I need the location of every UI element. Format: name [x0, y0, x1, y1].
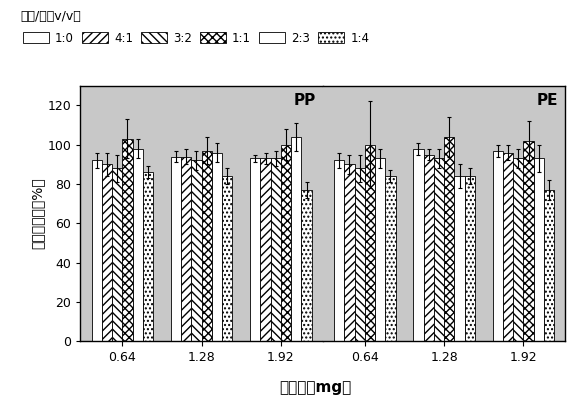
- Bar: [301, 190, 312, 341]
- Bar: [424, 154, 434, 341]
- Bar: [191, 160, 201, 341]
- Bar: [201, 150, 212, 341]
- Bar: [270, 158, 281, 341]
- Bar: [250, 158, 261, 341]
- Bar: [444, 137, 455, 341]
- Bar: [222, 176, 232, 341]
- Legend: 1:0, 4:1, 3:2, 1:1, 2:3, 1:4: 1:0, 4:1, 3:2, 1:1, 2:3, 1:4: [23, 32, 369, 45]
- Bar: [503, 152, 513, 341]
- Bar: [523, 141, 534, 341]
- Text: PE: PE: [537, 93, 558, 109]
- Bar: [212, 152, 222, 341]
- Bar: [434, 158, 444, 341]
- Bar: [261, 158, 271, 341]
- Bar: [465, 176, 475, 341]
- Bar: [534, 158, 544, 341]
- Bar: [92, 160, 102, 341]
- Bar: [171, 156, 181, 341]
- Bar: [122, 139, 133, 341]
- Bar: [281, 145, 291, 341]
- Text: PP: PP: [293, 93, 316, 109]
- Bar: [355, 168, 365, 341]
- Text: 乙醇/水（v/v）: 乙醇/水（v/v）: [20, 10, 81, 23]
- Bar: [492, 150, 503, 341]
- Bar: [385, 176, 395, 341]
- Bar: [544, 190, 554, 341]
- Bar: [112, 168, 122, 341]
- Bar: [455, 176, 464, 341]
- Bar: [143, 172, 153, 341]
- Y-axis label: 加标回收率（%）: 加标回收率（%）: [30, 178, 45, 249]
- Bar: [181, 156, 191, 341]
- Bar: [413, 149, 424, 341]
- Bar: [102, 164, 112, 341]
- Bar: [334, 160, 344, 341]
- Bar: [365, 145, 375, 341]
- Bar: [133, 149, 143, 341]
- Bar: [291, 137, 301, 341]
- Bar: [375, 158, 385, 341]
- Bar: [344, 164, 355, 341]
- Text: 加标量（mg）: 加标量（mg）: [280, 380, 352, 395]
- Bar: [513, 158, 523, 341]
